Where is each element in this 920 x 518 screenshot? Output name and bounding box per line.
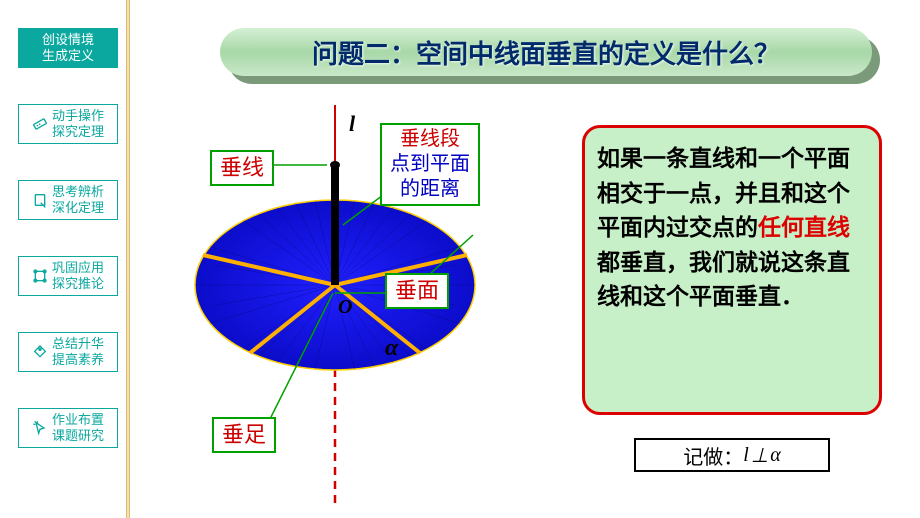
nav-item-apply[interactable]: 巩固应用探究推论	[18, 256, 118, 296]
desc-emphasis: 任何直线	[758, 215, 850, 240]
ruler-icon	[32, 116, 48, 132]
label-perp-foot: 垂足	[212, 417, 276, 453]
perpendicular-diagram: l O α 垂线 垂线段点到平面的距离 垂面 垂足	[155, 105, 575, 505]
notation-perp: ⊥	[751, 443, 768, 468]
nav-item-operate[interactable]: 动手操作探究定理	[18, 104, 118, 144]
shape-icon	[32, 268, 48, 284]
nav-label: 提高素养	[52, 352, 104, 367]
point-label: O	[338, 296, 352, 318]
nav-label: 探究定理	[52, 124, 104, 139]
title-main: 问题二：空间中线面垂直的定义是什么？	[220, 28, 872, 76]
nav-label: 探究推论	[52, 276, 104, 291]
cursor-icon	[32, 420, 48, 436]
nav-label: 动手操作	[52, 108, 104, 123]
notation-l: l	[743, 444, 749, 467]
nav-label: 生成定义	[42, 48, 94, 63]
nav-label: 作业布置	[52, 412, 104, 427]
desc-post: 都垂直，我们就说这条直线和这个平面垂直．	[597, 250, 850, 310]
title-text: 问题二：空间中线面垂直的定义是什么？	[312, 34, 780, 71]
nav-item-summary[interactable]: 总结升华提高素养	[18, 332, 118, 372]
sidebar-nav: 创设情境生成定义 动手操作探究定理 思考辨析深化定理 巩固应用探究推论 总结升华…	[18, 28, 118, 484]
nav-item-think[interactable]: 思考辨析深化定理	[18, 180, 118, 220]
nav-label: 巩固应用	[52, 260, 104, 275]
notation-label: 记做：	[683, 441, 743, 470]
title-banner: 问题二：空间中线面垂直的定义是什么？	[220, 28, 880, 80]
line-label: l	[349, 111, 356, 136]
label-perp-line: 垂线	[210, 150, 274, 186]
note-icon	[32, 192, 48, 208]
sidebar-divider	[126, 0, 130, 518]
label-perp-plane: 垂面	[385, 273, 449, 309]
nav-label: 课题研究	[52, 428, 104, 443]
nav-item-homework[interactable]: 作业布置课题研究	[18, 408, 118, 448]
plane-label: α	[385, 335, 399, 361]
definition-panel: 如果一条直线和一个平面相交于一点，并且和这个平面内过交点的任何直线都垂直，我们就…	[582, 125, 882, 415]
notation-box: 记做： l ⊥ α	[634, 438, 830, 472]
nav-label: 总结升华	[52, 336, 104, 351]
notation-alpha: α	[770, 444, 781, 467]
tag-icon	[32, 344, 48, 360]
nav-label: 创设情境	[42, 32, 94, 47]
label-perp-segment: 垂线段点到平面的距离	[380, 123, 480, 206]
nav-label: 思考辨析	[52, 184, 104, 199]
nav-label: 深化定理	[52, 200, 104, 215]
nav-item-context[interactable]: 创设情境生成定义	[18, 28, 118, 68]
